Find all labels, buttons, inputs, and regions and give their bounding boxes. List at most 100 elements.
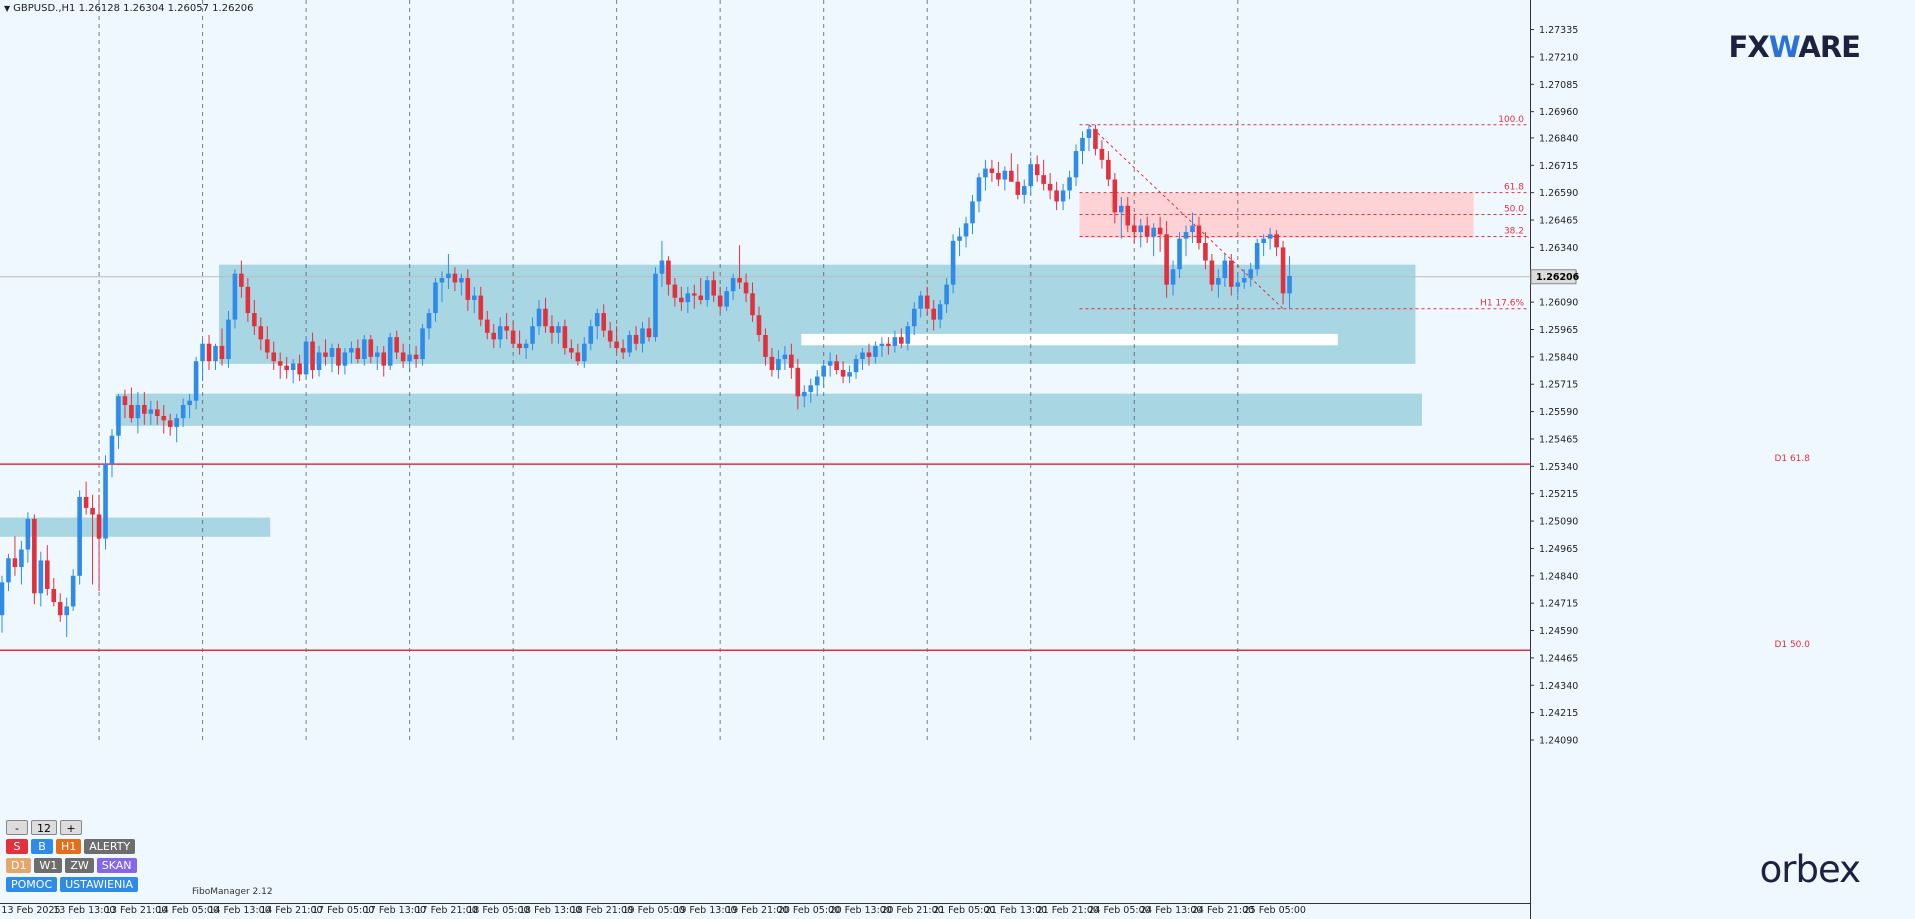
x-tick-label: 20 Feb 13:00 (830, 905, 892, 916)
candle-body (226, 319, 231, 360)
decrease-button[interactable]: - (6, 820, 28, 835)
y-tick-label: 1.25840 (1539, 352, 1578, 363)
y-tick-label: 1.27210 (1539, 52, 1578, 63)
x-tick-label: 13 Feb 21:00 (105, 905, 167, 916)
d1-button[interactable]: D1 (6, 858, 32, 873)
x-tick-label: 14 Feb 05:00 (157, 905, 219, 916)
candle-body (808, 385, 814, 392)
candle-body (19, 549, 24, 568)
d1-level-label: D1 61.8 (1774, 454, 1810, 464)
candle-body (1274, 234, 1279, 248)
candle-body (853, 359, 859, 373)
candle-body (284, 365, 289, 370)
candle-body (704, 280, 710, 300)
candle-body (12, 558, 18, 568)
candle-body (627, 334, 632, 353)
zw-button[interactable]: ZW (65, 858, 94, 873)
control-panel: - 12 + S B H1 ALERTY D1 W1 ZW SKAN POMOC… (6, 820, 139, 896)
help-button[interactable]: POMOC (6, 877, 58, 892)
candle-body (83, 496, 89, 508)
settings-button[interactable]: USTAWIENIA (60, 877, 139, 892)
candle-body (1216, 278, 1221, 285)
candle-body (937, 304, 943, 320)
candle-body (620, 348, 626, 353)
y-tick-label: 1.26465 (1539, 216, 1578, 227)
candle-body (109, 435, 115, 465)
candle-body (1131, 225, 1137, 233)
dropdown-triangle-icon[interactable]: ▼ (4, 4, 11, 13)
candle-body (64, 606, 69, 616)
candle-body (1112, 179, 1118, 213)
candle-body (1254, 243, 1260, 270)
candle-body (899, 337, 904, 344)
candle-body (329, 348, 335, 357)
candle-body (491, 332, 497, 340)
y-tick-label: 1.24965 (1539, 544, 1578, 555)
candle-body (206, 343, 212, 362)
candle-body (918, 295, 924, 309)
candle-body (252, 313, 257, 327)
count-field[interactable]: 12 (31, 820, 57, 835)
sell-button[interactable]: S (6, 839, 28, 854)
candle-body (1138, 225, 1144, 233)
y-tick-label: 1.24590 (1539, 626, 1578, 637)
candle-body (879, 343, 885, 346)
candle-body (446, 273, 451, 279)
candle-body (1235, 282, 1241, 287)
candle-body (1080, 137, 1085, 152)
y-tick-label: 1.25215 (1539, 489, 1578, 500)
candle-body (607, 330, 613, 342)
candle-body (200, 343, 205, 362)
candle-body (387, 337, 393, 366)
symbol-info: GBPUSD.,H1 1.26128 1.26304 1.26057 1.262… (13, 3, 254, 14)
buy-button[interactable]: B (31, 839, 53, 854)
y-tick-label: 1.25465 (1539, 434, 1578, 445)
w1-button[interactable]: W1 (34, 858, 63, 873)
last-price-label: 1.26206 (1536, 272, 1580, 283)
candle-body (362, 339, 367, 360)
candle-body (685, 293, 691, 303)
candle-body (355, 348, 361, 360)
candle-body (575, 352, 581, 362)
candle-body (6, 558, 11, 583)
candle-body (653, 273, 658, 338)
x-tick-label: 21 Feb 05:00 (933, 905, 995, 916)
candle-body (970, 201, 975, 224)
candle-body (407, 354, 412, 362)
candle-body (258, 326, 264, 340)
increase-button[interactable]: + (60, 820, 82, 835)
x-tick-label: 20 Feb 21:00 (881, 905, 943, 916)
x-tick-label: 25 Feb 05:00 (1244, 905, 1306, 916)
candle-body (963, 223, 969, 237)
x-tick-label: 17 Feb 13:00 (364, 905, 426, 916)
candle-body (484, 319, 490, 333)
candle-body (400, 352, 406, 362)
candle-body (342, 352, 348, 366)
candle-body (640, 328, 645, 344)
candle-body (1028, 164, 1034, 187)
scan-button[interactable]: SKAN (96, 858, 137, 873)
candle-body (154, 409, 160, 416)
x-tick-label: 17 Feb 21:00 (415, 905, 477, 916)
candle-body (310, 341, 315, 370)
alerts-button[interactable]: ALERTY (84, 839, 136, 854)
candle-body (426, 313, 432, 329)
h1-button[interactable]: H1 (56, 839, 82, 854)
y-tick-label: 1.25590 (1539, 407, 1578, 418)
candle-body (316, 352, 322, 370)
candle-body (931, 308, 936, 320)
x-tick-label: 20 Feb 05:00 (778, 905, 840, 916)
candle-body (989, 168, 995, 173)
fib-level-label: 100.0 (1498, 115, 1524, 125)
candle-body (666, 260, 671, 285)
zone-rect-1 (115, 393, 1422, 426)
candle-body (51, 588, 57, 603)
y-tick-label: 1.25715 (1539, 380, 1578, 391)
candle-body (1209, 260, 1215, 285)
y-tick-label: 1.25965 (1539, 325, 1578, 336)
candle-body (594, 313, 600, 327)
candle-body (142, 405, 147, 414)
last-price-tag (1530, 269, 1577, 285)
y-tick-label: 1.26340 (1539, 243, 1578, 254)
candle-body (25, 518, 31, 550)
